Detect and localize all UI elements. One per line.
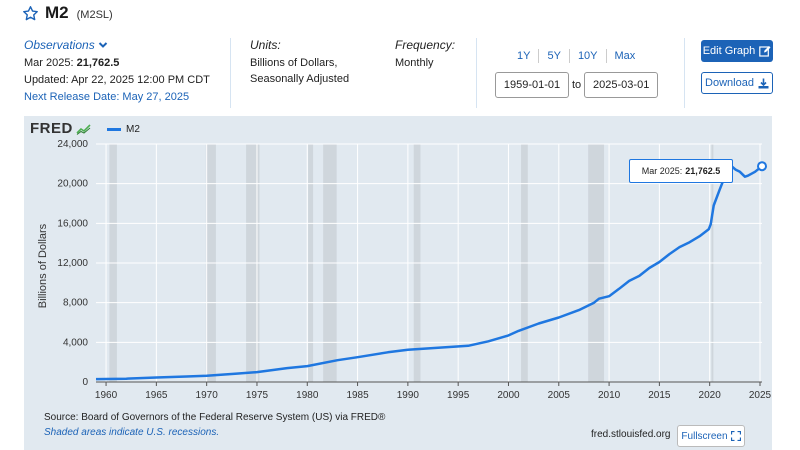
fullscreen-label: Fullscreen bbox=[681, 430, 728, 442]
download-button[interactable]: Download bbox=[701, 72, 773, 94]
units-line-1: Billions of Dollars, bbox=[250, 57, 338, 69]
y-axis-label: Billions of Dollars bbox=[37, 223, 49, 308]
latest-period: Mar 2025: bbox=[24, 57, 74, 69]
date-range-section: 1Y 5Y 10Y Max 1959-01-01 to 2025-03-01 bbox=[476, 38, 676, 108]
x-tick-label: 2015 bbox=[648, 390, 671, 401]
y-tick-label: 24,000 bbox=[57, 139, 88, 150]
y-tick-label: 4,000 bbox=[63, 337, 88, 348]
fullscreen-button[interactable]: Fullscreen bbox=[677, 425, 745, 447]
star-icon[interactable] bbox=[22, 5, 39, 22]
latest-value: 21,762.5 bbox=[76, 57, 120, 69]
x-tick-label: 2010 bbox=[598, 390, 621, 401]
range-5y-button[interactable]: 5Y bbox=[539, 49, 570, 63]
fred-logo-icon bbox=[76, 123, 91, 135]
units-label: Units: bbox=[250, 38, 281, 52]
observations-section: Observations Mar 2025: 21,762.5 Updated:… bbox=[24, 38, 224, 108]
series-title-bar: M2 (M2SL) bbox=[22, 2, 113, 24]
observations-toggle[interactable]: Observations bbox=[24, 38, 224, 52]
observations-label: Observations bbox=[24, 38, 95, 52]
y-tick-label: 12,000 bbox=[57, 258, 88, 269]
range-buttons: 1Y 5Y 10Y Max bbox=[509, 49, 643, 63]
frequency-label: Frequency: bbox=[395, 38, 456, 52]
frequency-section: Frequency: Monthly bbox=[375, 38, 475, 108]
x-tick-label: 2000 bbox=[497, 390, 520, 401]
source-text: Source: Board of Governors of the Federa… bbox=[44, 412, 386, 423]
end-date-input[interactable]: 2025-03-01 bbox=[584, 72, 659, 98]
download-icon bbox=[758, 78, 769, 88]
legend-swatch bbox=[107, 128, 121, 131]
legend-label: M2 bbox=[126, 124, 140, 135]
chart-legend: M2 bbox=[107, 124, 140, 135]
recession-note: Shaded areas indicate U.S. recessions. bbox=[44, 427, 220, 438]
edit-icon bbox=[759, 46, 771, 57]
series-line-m2 bbox=[95, 165, 763, 381]
y-tick-label: 20,000 bbox=[57, 179, 88, 190]
range-max-button[interactable]: Max bbox=[614, 50, 636, 62]
y-tick-label: 16,000 bbox=[57, 218, 88, 229]
tooltip-value: 21,762.5 bbox=[685, 166, 721, 176]
x-tick-label: 1965 bbox=[145, 390, 168, 401]
latest-point-marker bbox=[757, 161, 767, 172]
edit-graph-label: Edit Graph bbox=[702, 45, 756, 57]
y-tick-label: 0 bbox=[82, 377, 88, 388]
actions-section: Edit Graph Download bbox=[684, 38, 784, 108]
date-range-row: 1959-01-01 to 2025-03-01 bbox=[495, 72, 659, 98]
chevron-down-icon bbox=[98, 42, 107, 48]
next-release-link[interactable]: Next Release Date: May 27, 2025 bbox=[24, 91, 190, 103]
chart-plot[interactable]: 0 4,000 8,000 12,000 16,000 20,000 24,000 1960 1… bbox=[24, 116, 772, 408]
fred-url[interactable]: fred.stlouisfed.org bbox=[591, 429, 671, 440]
x-tick-label: 1970 bbox=[196, 390, 219, 401]
x-tick-label: 1990 bbox=[397, 390, 420, 401]
axis-ticks: 0 4,000 8,000 12,000 16,000 20,000 24,000 1960 1… bbox=[57, 139, 771, 401]
start-date-input[interactable]: 1959-01-01 bbox=[495, 72, 569, 98]
x-tick-label: 1985 bbox=[346, 390, 369, 401]
series-title: M2 bbox=[45, 3, 69, 22]
x-tick-label: 1960 bbox=[95, 390, 118, 401]
fred-logo-text: FRED bbox=[30, 120, 73, 137]
data-tooltip: Mar 2025: 21,762.5 bbox=[629, 159, 733, 183]
units-section: Units: Billions of Dollars, Seasonally A… bbox=[230, 38, 370, 108]
download-label: Download bbox=[705, 77, 754, 89]
y-tick-label: 8,000 bbox=[63, 298, 88, 309]
x-tick-label: 2005 bbox=[548, 390, 571, 401]
fred-logo: FRED bbox=[30, 120, 92, 137]
to-label: to bbox=[572, 79, 582, 91]
range-1y-button[interactable]: 1Y bbox=[509, 49, 540, 63]
chart-panel: FRED M2 0 4,000 8,000 12,000 16,000 20,000 24,… bbox=[24, 116, 772, 450]
units-line-2: Seasonally Adjusted bbox=[250, 73, 350, 85]
x-tick-label: 1995 bbox=[447, 390, 470, 401]
series-info-row: Observations Mar 2025: 21,762.5 Updated:… bbox=[0, 38, 800, 108]
range-10y-button[interactable]: 10Y bbox=[570, 49, 607, 63]
units-value: Billions of Dollars, Seasonally Adjusted bbox=[250, 55, 370, 87]
edit-graph-button[interactable]: Edit Graph bbox=[701, 40, 773, 62]
series-layer bbox=[95, 161, 767, 381]
tooltip-period: Mar 2025: bbox=[641, 166, 683, 176]
x-tick-label: 1975 bbox=[246, 390, 269, 401]
x-tick-label: 2025 bbox=[749, 390, 772, 401]
series-id: (M2SL) bbox=[76, 8, 113, 21]
x-tick-label: 1980 bbox=[296, 390, 319, 401]
latest-observation: Mar 2025: 21,762.5 bbox=[24, 57, 224, 69]
frequency-value: Monthly bbox=[395, 57, 434, 69]
x-tick-label: 2020 bbox=[699, 390, 722, 401]
fullscreen-icon bbox=[730, 431, 741, 441]
updated-text: Updated: Apr 22, 2025 12:00 PM CDT bbox=[24, 74, 210, 86]
